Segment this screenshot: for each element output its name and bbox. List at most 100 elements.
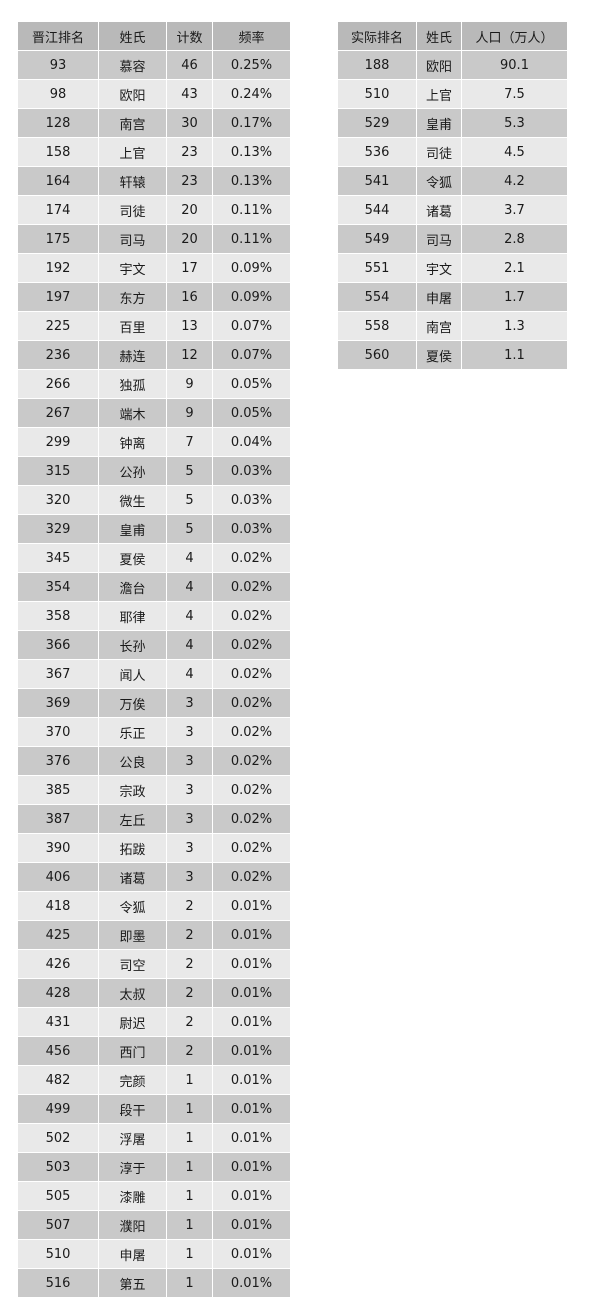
surname-cell: 独孤 xyxy=(99,370,166,398)
rank-cell: 456 xyxy=(18,1037,98,1065)
frequency-cell: 0.01% xyxy=(213,1037,290,1065)
table-row: 387 左丘 3 0.02% xyxy=(18,805,290,833)
table-header-row: 晋江排名 姓氏 计数 频率 xyxy=(18,22,290,50)
count-cell: 4 xyxy=(167,660,212,688)
count-cell: 1 xyxy=(167,1124,212,1152)
table-row: 98 欧阳 43 0.24% xyxy=(18,80,290,108)
rank-cell: 320 xyxy=(18,486,98,514)
count-cell: 30 xyxy=(167,109,212,137)
frequency-cell: 0.05% xyxy=(213,370,290,398)
frequency-cell: 0.02% xyxy=(213,747,290,775)
table-row: 329 皇甫 5 0.03% xyxy=(18,515,290,543)
rank-cell: 188 xyxy=(338,51,416,79)
frequency-cell: 0.02% xyxy=(213,776,290,804)
rank-cell: 510 xyxy=(18,1240,98,1268)
surname-cell: 西门 xyxy=(99,1037,166,1065)
count-cell: 16 xyxy=(167,283,212,311)
table-row: 516 第五 1 0.01% xyxy=(18,1269,290,1297)
population-cell: 2.8 xyxy=(462,225,567,253)
frequency-cell: 0.03% xyxy=(213,486,290,514)
header-surname: 姓氏 xyxy=(417,22,461,50)
surname-cell: 皇甫 xyxy=(99,515,166,543)
surname-cell: 左丘 xyxy=(99,805,166,833)
rank-cell: 507 xyxy=(18,1211,98,1239)
frequency-cell: 0.05% xyxy=(213,399,290,427)
surname-cell: 微生 xyxy=(99,486,166,514)
frequency-cell: 0.24% xyxy=(213,80,290,108)
surname-cell: 段干 xyxy=(99,1095,166,1123)
surname-cell: 万俟 xyxy=(99,689,166,717)
frequency-cell: 0.01% xyxy=(213,1269,290,1297)
frequency-cell: 0.07% xyxy=(213,341,290,369)
frequency-cell: 0.02% xyxy=(213,834,290,862)
rank-cell: 544 xyxy=(338,196,416,224)
count-cell: 1 xyxy=(167,1182,212,1210)
surname-cell: 司徒 xyxy=(99,196,166,224)
table-row: 267 端木 9 0.05% xyxy=(18,399,290,427)
table-row: 502 浮屠 1 0.01% xyxy=(18,1124,290,1152)
table-row: 192 宇文 17 0.09% xyxy=(18,254,290,282)
frequency-cell: 0.01% xyxy=(213,892,290,920)
header-jinjiang-rank: 晋江排名 xyxy=(18,22,98,50)
surname-cell: 百里 xyxy=(99,312,166,340)
population-cell: 1.3 xyxy=(462,312,567,340)
table-row: 299 钟离 7 0.04% xyxy=(18,428,290,456)
rank-cell: 425 xyxy=(18,921,98,949)
rank-cell: 418 xyxy=(18,892,98,920)
surname-cell: 司马 xyxy=(417,225,461,253)
table-row: 499 段干 1 0.01% xyxy=(18,1095,290,1123)
table-row: 431 尉迟 2 0.01% xyxy=(18,1008,290,1036)
count-cell: 20 xyxy=(167,196,212,224)
surname-cell: 上官 xyxy=(417,80,461,108)
count-cell: 3 xyxy=(167,689,212,717)
table-row: 549 司马 2.8 xyxy=(338,225,567,253)
rank-cell: 98 xyxy=(18,80,98,108)
surname-cell: 钟离 xyxy=(99,428,166,456)
count-cell: 2 xyxy=(167,892,212,920)
header-actual-rank: 实际排名 xyxy=(338,22,416,50)
table-row: 385 宗政 3 0.02% xyxy=(18,776,290,804)
frequency-cell: 0.04% xyxy=(213,428,290,456)
header-frequency: 频率 xyxy=(213,22,290,50)
table-row: 510 申屠 1 0.01% xyxy=(18,1240,290,1268)
surname-cell: 浮屠 xyxy=(99,1124,166,1152)
table-row: 320 微生 5 0.03% xyxy=(18,486,290,514)
surname-cell: 闻人 xyxy=(99,660,166,688)
table-row: 188 欧阳 90.1 xyxy=(338,51,567,79)
surname-cell: 濮阳 xyxy=(99,1211,166,1239)
rank-cell: 315 xyxy=(18,457,98,485)
count-cell: 43 xyxy=(167,80,212,108)
surname-cell: 宗政 xyxy=(99,776,166,804)
table-row: 505 漆雕 1 0.01% xyxy=(18,1182,290,1210)
surname-cell: 令狐 xyxy=(99,892,166,920)
rank-cell: 510 xyxy=(338,80,416,108)
table-header-row: 实际排名 姓氏 人口（万人） xyxy=(338,22,567,50)
surname-cell: 即墨 xyxy=(99,921,166,949)
surname-cell: 淳于 xyxy=(99,1153,166,1181)
table-row: 175 司马 20 0.11% xyxy=(18,225,290,253)
rank-cell: 366 xyxy=(18,631,98,659)
table-row: 174 司徒 20 0.11% xyxy=(18,196,290,224)
count-cell: 1 xyxy=(167,1066,212,1094)
table-row: 390 拓跋 3 0.02% xyxy=(18,834,290,862)
surname-cell: 宇文 xyxy=(99,254,166,282)
surname-cell: 耶律 xyxy=(99,602,166,630)
table-row: 544 诸葛 3.7 xyxy=(338,196,567,224)
count-cell: 1 xyxy=(167,1211,212,1239)
surname-cell: 公良 xyxy=(99,747,166,775)
rank-cell: 358 xyxy=(18,602,98,630)
surname-cell: 尉迟 xyxy=(99,1008,166,1036)
rank-cell: 385 xyxy=(18,776,98,804)
frequency-cell: 0.02% xyxy=(213,631,290,659)
frequency-cell: 0.25% xyxy=(213,51,290,79)
table-row: 366 长孙 4 0.02% xyxy=(18,631,290,659)
count-cell: 4 xyxy=(167,544,212,572)
rank-cell: 225 xyxy=(18,312,98,340)
count-cell: 4 xyxy=(167,631,212,659)
frequency-cell: 0.02% xyxy=(213,805,290,833)
rank-cell: 529 xyxy=(338,109,416,137)
table-row: 406 诸葛 3 0.02% xyxy=(18,863,290,891)
frequency-cell: 0.02% xyxy=(213,660,290,688)
table-row: 418 令狐 2 0.01% xyxy=(18,892,290,920)
rank-cell: 192 xyxy=(18,254,98,282)
